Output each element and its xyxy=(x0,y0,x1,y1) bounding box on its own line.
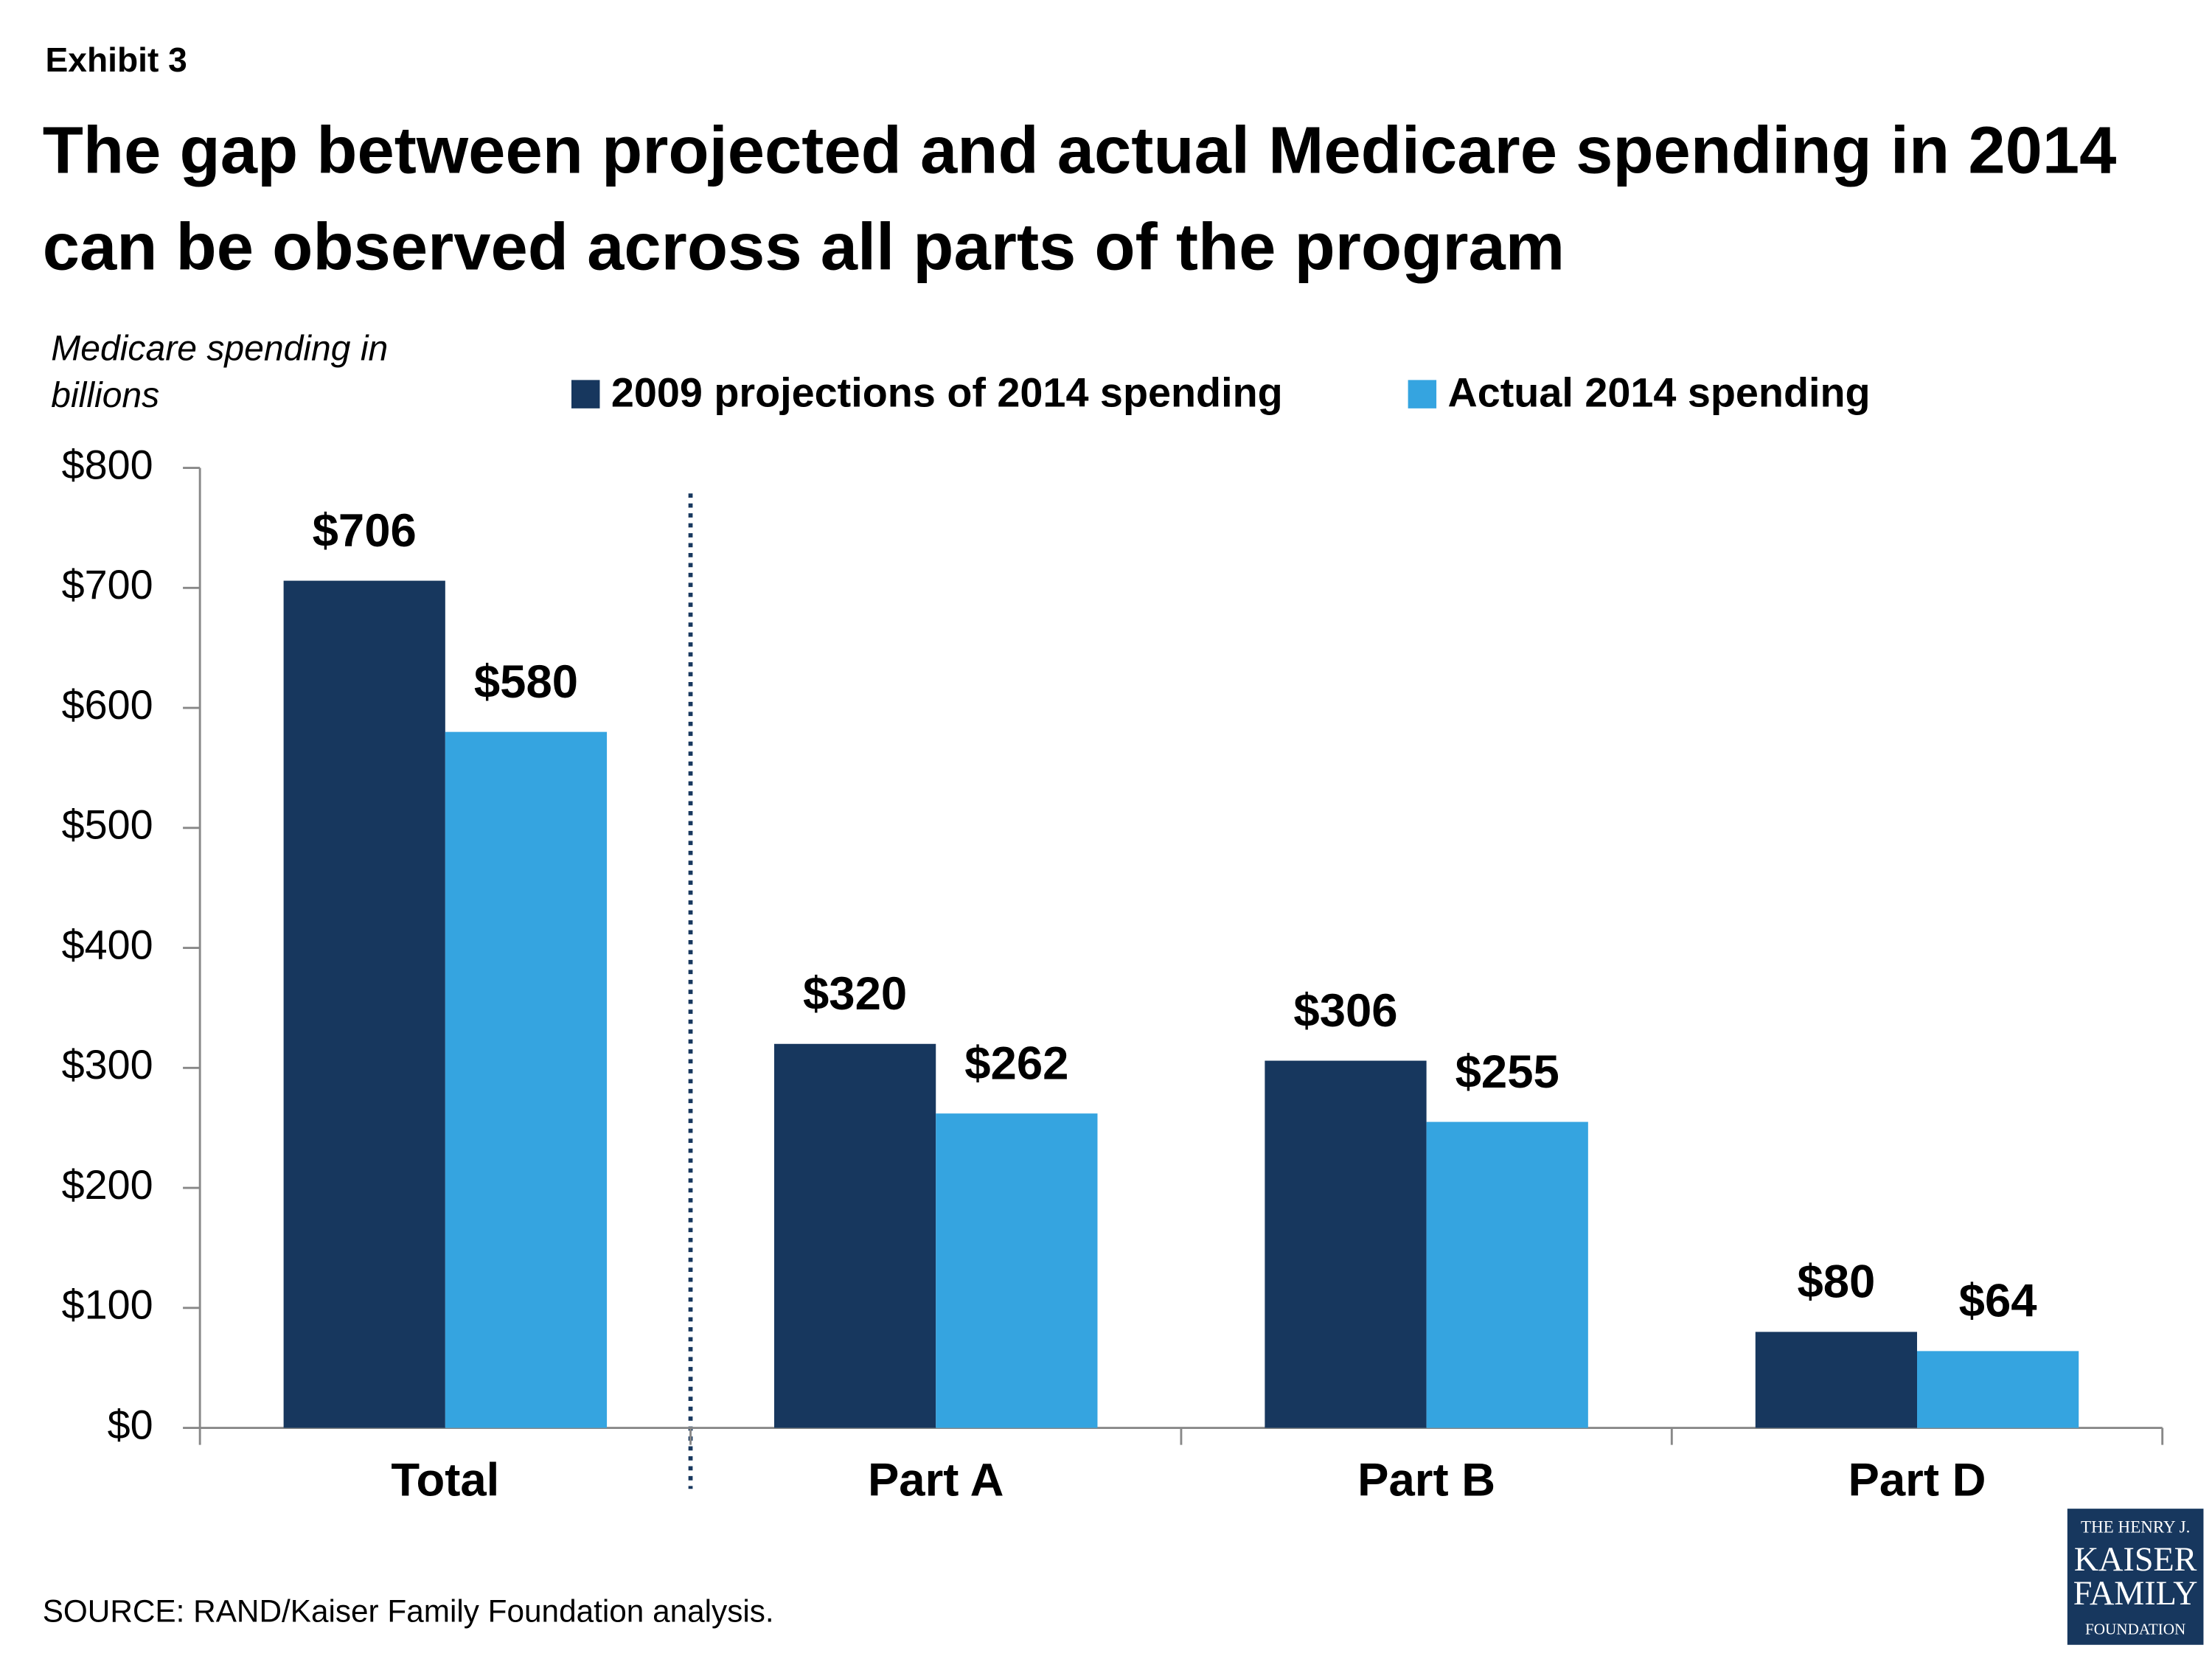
y-tick-label: $500 xyxy=(62,802,153,848)
bar xyxy=(1265,1060,1427,1428)
y-tick-label: $300 xyxy=(62,1042,153,1088)
value-label: $320 xyxy=(803,968,907,1020)
exhibit-label: Exhibit 3 xyxy=(46,41,187,79)
logo-text: FAMILY xyxy=(2073,1574,2198,1612)
y-tick-label: $600 xyxy=(62,682,153,728)
y-tick-label: $0 xyxy=(108,1402,153,1447)
bar xyxy=(936,1113,1098,1428)
y-tick-label: $200 xyxy=(62,1162,153,1208)
legend-label: 2009 projections of 2014 spending xyxy=(611,369,1283,415)
y-tick-label: $100 xyxy=(62,1282,153,1328)
y-tick-label: $800 xyxy=(62,442,153,487)
chart-title: The gap between projected and actual Med… xyxy=(42,111,2117,284)
source: SOURCE: RAND/Kaiser Family Foundation an… xyxy=(43,1594,774,1629)
bar xyxy=(445,731,608,1428)
bar xyxy=(774,1043,936,1428)
logo-box xyxy=(2067,1509,2204,1645)
y-tick-label: $400 xyxy=(62,922,153,967)
bar xyxy=(1755,1332,1917,1428)
value-label: $64 xyxy=(1959,1276,2037,1327)
legend-swatch xyxy=(1408,380,1437,408)
value-label: $262 xyxy=(964,1037,1068,1089)
logo-text: THE HENRY J. xyxy=(2081,1517,2190,1536)
value-label: $580 xyxy=(474,656,578,708)
title-box: The gap between projected and actual Med… xyxy=(42,111,2117,284)
value-label: $306 xyxy=(1293,985,1397,1037)
x-tick-label: Part D xyxy=(1848,1454,1986,1506)
x-tick-label: Part B xyxy=(1357,1454,1495,1506)
value-label: $706 xyxy=(313,505,417,557)
bar xyxy=(1917,1351,2079,1428)
y-axis-label: Medicare spending in billions xyxy=(51,329,389,416)
value-label: $80 xyxy=(1797,1256,1875,1308)
legend-swatch xyxy=(571,380,600,408)
logo-text: FOUNDATION xyxy=(2085,1620,2185,1638)
y-label-box: Medicare spending in billions xyxy=(51,329,389,416)
logo-text: KAISER xyxy=(2074,1540,2197,1578)
bar xyxy=(283,580,445,1428)
bar xyxy=(1426,1121,1588,1428)
x-tick-label: Total xyxy=(391,1454,499,1506)
value-label: $255 xyxy=(1455,1046,1559,1098)
y-tick-label: $700 xyxy=(62,562,153,608)
legend-label: Actual 2014 spending xyxy=(1447,369,1870,415)
x-tick-label: Part A xyxy=(868,1454,1004,1506)
